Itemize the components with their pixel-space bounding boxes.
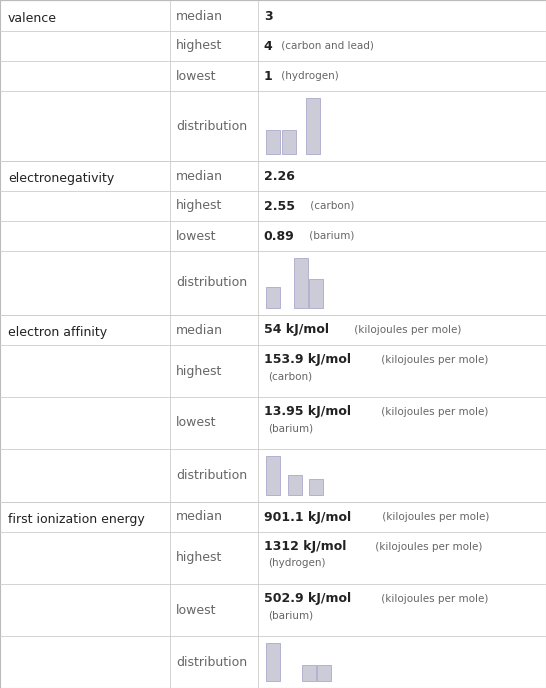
Bar (309, 279, 323, 308)
Text: electronegativity: electronegativity (8, 172, 114, 185)
Text: highest: highest (176, 552, 223, 564)
Text: first ionization energy: first ionization energy (8, 513, 145, 526)
Text: lowest: lowest (176, 416, 217, 429)
Text: 2.55: 2.55 (264, 200, 295, 213)
Bar (317, 665, 331, 681)
Text: (kilojoules per mole): (kilojoules per mole) (378, 594, 489, 603)
Text: median: median (176, 510, 223, 524)
Text: highest: highest (176, 365, 223, 378)
Text: (kilojoules per mole): (kilojoules per mole) (351, 325, 461, 335)
Text: highest: highest (176, 39, 223, 52)
Text: 2.26: 2.26 (264, 169, 295, 182)
Text: median: median (176, 169, 223, 182)
Bar (288, 475, 302, 495)
Text: (carbon and lead): (carbon and lead) (278, 41, 374, 51)
Text: 901.1 kJ/mol: 901.1 kJ/mol (264, 510, 351, 524)
Text: 3: 3 (264, 10, 272, 23)
Bar (302, 665, 316, 681)
Text: 1: 1 (264, 69, 272, 83)
Text: 4: 4 (264, 39, 272, 52)
Text: distribution: distribution (176, 277, 247, 290)
Text: 502.9 kJ/mol: 502.9 kJ/mol (264, 592, 351, 605)
Bar (266, 643, 280, 681)
Text: (barium): (barium) (268, 610, 313, 620)
Text: median: median (176, 10, 223, 23)
Text: lowest: lowest (176, 603, 217, 616)
Bar (282, 131, 296, 154)
Text: distribution: distribution (176, 469, 247, 482)
Text: 153.9 kJ/mol: 153.9 kJ/mol (264, 353, 351, 366)
Text: valence: valence (8, 12, 57, 25)
Text: electron affinity: electron affinity (8, 326, 107, 339)
Bar (266, 456, 280, 495)
Text: lowest: lowest (176, 230, 217, 242)
Text: 0.89: 0.89 (264, 230, 294, 242)
Bar (294, 258, 308, 308)
Text: (kilojoules per mole): (kilojoules per mole) (379, 512, 490, 522)
Text: highest: highest (176, 200, 223, 213)
Text: (carbon): (carbon) (268, 372, 312, 381)
Text: (kilojoules per mole): (kilojoules per mole) (378, 407, 488, 416)
Text: (hydrogen): (hydrogen) (278, 71, 339, 81)
Text: (carbon): (carbon) (307, 201, 354, 211)
Text: 13.95 kJ/mol: 13.95 kJ/mol (264, 405, 351, 418)
Text: (barium): (barium) (268, 423, 313, 433)
Bar (309, 479, 323, 495)
Bar (266, 287, 280, 308)
Text: distribution: distribution (176, 120, 247, 133)
Text: distribution: distribution (176, 656, 247, 669)
Text: (kilojoules per mole): (kilojoules per mole) (378, 354, 488, 365)
Bar (266, 131, 280, 154)
Text: (kilojoules per mole): (kilojoules per mole) (372, 541, 482, 552)
Text: (barium): (barium) (306, 231, 355, 241)
Text: 54 kJ/mol: 54 kJ/mol (264, 323, 329, 336)
Text: median: median (176, 323, 223, 336)
Text: (hydrogen): (hydrogen) (268, 558, 325, 568)
Text: lowest: lowest (176, 69, 217, 83)
Text: 1312 kJ/mol: 1312 kJ/mol (264, 540, 346, 553)
Bar (306, 98, 320, 154)
